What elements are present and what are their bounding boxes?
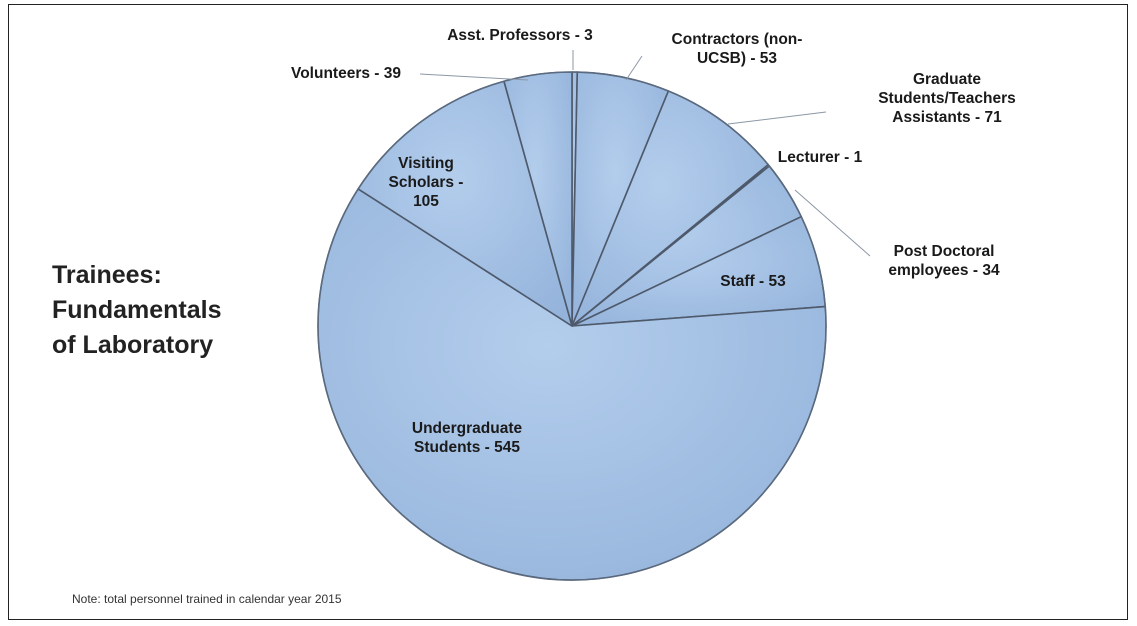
slice-label-line: Undergraduate	[412, 420, 523, 437]
slice-labels: Asst. Professors - 3 Contractors (non- UCS…	[291, 27, 1016, 456]
slice-label-line: Contractors (non-	[672, 31, 803, 48]
leader-line-graduate-students-teachers-assistants	[727, 111, 827, 125]
pie-slices	[317, 71, 827, 581]
slice-label-asst-professors: Asst. Professors - 3	[447, 27, 593, 44]
slice-label-contractors-non-ucsb: Contractors (non- UCSB) - 53	[672, 31, 803, 67]
slice-label-lecturer: Lecturer - 1	[778, 149, 863, 166]
slice-label-line: Students/Teachers	[878, 90, 1016, 107]
slice-label-line: Volunteers - 39	[291, 65, 401, 82]
leader-line-volunteers	[419, 73, 529, 81]
slice-label-line: Graduate	[913, 71, 981, 88]
pie-rim	[317, 71, 827, 581]
slice-label-line: 105	[413, 193, 439, 210]
slice-label-staff: Staff - 53	[720, 273, 786, 290]
slice-label-undergraduate-students: Undergraduate Students - 545	[412, 420, 523, 456]
chart-title-line-2: Fundamentals	[52, 296, 222, 324]
slice-label-post-doctoral-employees: Post Doctoral employees - 34	[888, 243, 1000, 279]
chart-title-line-1: Trainees:	[52, 261, 162, 289]
slice-label-graduate-students-teachers-assistants: Graduate Students/Teachers Assistants - 71	[878, 71, 1016, 126]
slice-label-line: Post Doctoral	[894, 243, 995, 260]
slice-label-line: employees - 34	[888, 262, 1000, 279]
chart-frame	[8, 4, 1128, 620]
slice-label-line: Visiting	[398, 155, 454, 172]
slice-label-line: Students - 545	[414, 439, 520, 456]
slice-label-line: Asst. Professors - 3	[447, 27, 593, 44]
leader-line-contractors-non-ucsb	[625, 55, 643, 81]
slice-label-line: Scholars -	[389, 174, 464, 191]
slice-label-line: Assistants - 71	[892, 109, 1002, 126]
slice-label-volunteers: Volunteers - 39	[291, 65, 401, 82]
slice-label-line: Staff - 53	[720, 273, 786, 290]
leader-lines	[419, 50, 871, 257]
slice-label-visiting-scholars: Visiting Scholars - 105	[389, 155, 464, 210]
chart-title-line-3: of Laboratory	[52, 331, 214, 359]
footnote: Note: total personnel trained in calenda…	[72, 592, 342, 606]
leader-line-post-doctoral-employees	[794, 189, 871, 257]
slice-label-line: UCSB) - 53	[697, 50, 777, 67]
slice-label-line: Lecturer - 1	[778, 149, 863, 166]
chart-title: Trainees: Fundamentals of Laboratory	[52, 258, 272, 363]
